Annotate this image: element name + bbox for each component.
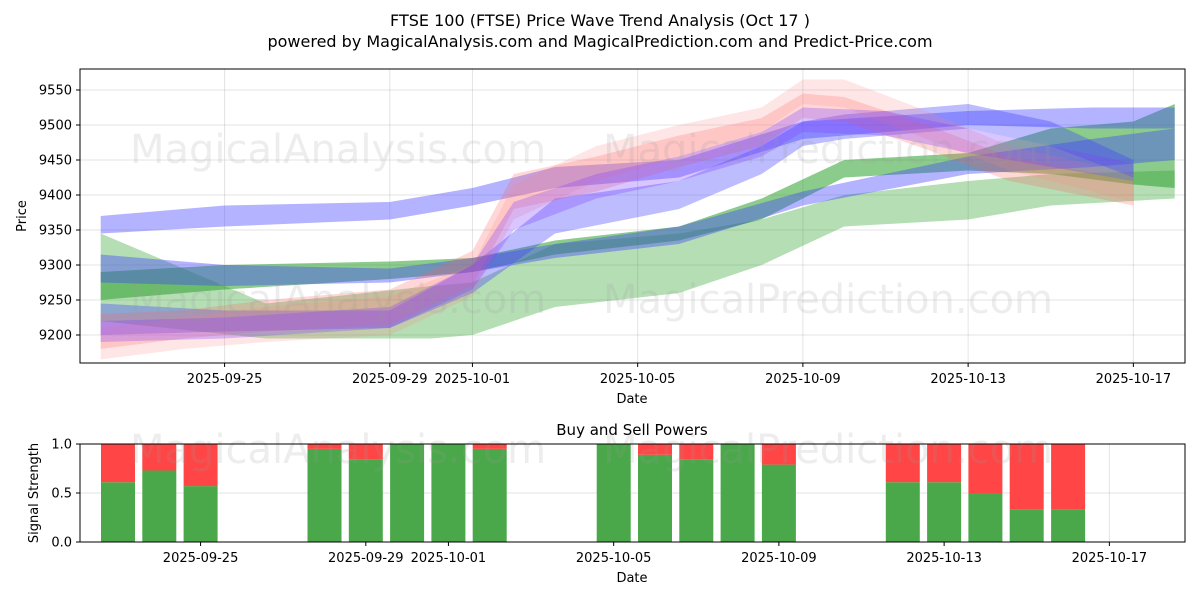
price-y-tick-label: 9500 <box>39 119 72 134</box>
price-y-tick-label: 9400 <box>39 189 72 204</box>
signal-y-ticks: 0.0 0.5 1.0 <box>51 438 80 551</box>
price-x-tick-label: 2025-10-05 <box>600 372 676 387</box>
sell-bar <box>1051 444 1086 510</box>
chart-title: FTSE 100 (FTSE) Price Wave Trend Analysi… <box>390 11 810 30</box>
price-band-4 <box>100 128 1175 286</box>
signal-chart: Buy and Sell Powers MagicalAnalysis.com … <box>27 421 1186 586</box>
price-bands <box>100 79 1175 360</box>
buy-bar <box>183 486 218 542</box>
price-x-tick-label: 2025-10-01 <box>435 372 511 387</box>
buy-bar <box>472 448 507 542</box>
signal-watermarks: MagicalAnalysis.com MagicalPrediction.co… <box>130 427 1053 473</box>
sell-bar <box>968 444 1003 493</box>
watermark-analysis-top: MagicalAnalysis.com <box>130 127 546 173</box>
price-y-tick-label: 9250 <box>39 294 72 309</box>
signal-x-tick-label: 2025-10-09 <box>741 551 817 566</box>
signal-y-label: Signal Strength <box>27 443 42 543</box>
signal-y-tick-label: 1.0 <box>51 438 72 453</box>
price-y-tick-label: 9300 <box>39 259 72 274</box>
signal-x-tick-label: 2025-09-25 <box>163 551 239 566</box>
price-band-5 <box>100 104 1134 335</box>
signal-x-ticks: 2025-09-25 2025-09-29 2025-10-01 2025-10-05… <box>163 542 1147 566</box>
buy-bar <box>761 464 796 542</box>
signal-x-tick-label: 2025-10-05 <box>576 551 652 566</box>
buy-bar <box>720 444 755 542</box>
signal-bars <box>101 444 1086 542</box>
price-watermarks: MagicalAnalysis.com MagicalPrediction.co… <box>130 127 1053 323</box>
price-chart: MagicalAnalysis.com MagicalPrediction.co… <box>15 68 1186 407</box>
price-band-2 <box>100 104 1175 300</box>
buy-bar <box>1009 509 1044 542</box>
price-y-ticks: 9200 9250 9300 9350 9400 9450 9500 9550 <box>39 84 80 344</box>
price-y-label: Price <box>15 200 30 232</box>
price-band-8 <box>100 107 1134 342</box>
price-grid <box>80 69 1185 363</box>
price-plot-frame <box>79 68 1186 364</box>
price-x-tick-label: 2025-10-17 <box>1096 372 1172 387</box>
sell-bar <box>348 444 383 460</box>
price-x-label: Date <box>616 392 647 407</box>
watermark-prediction-mid: MagicalPrediction.com <box>603 277 1053 323</box>
watermark-prediction-top: MagicalPrediction.com <box>603 127 1053 173</box>
buy-bar <box>927 482 962 542</box>
buy-bar <box>431 444 466 542</box>
buy-bar <box>968 493 1003 542</box>
signal-chart-title: Buy and Sell Powers <box>556 421 708 439</box>
signal-x-tick-label: 2025-10-17 <box>1072 551 1148 566</box>
price-band-6 <box>100 93 1134 349</box>
price-band-1 <box>100 170 1175 339</box>
price-x-tick-label: 2025-09-29 <box>352 372 428 387</box>
signal-x-tick-label: 2025-10-01 <box>411 551 487 566</box>
sell-bar <box>638 444 672 455</box>
buy-bar <box>348 459 383 542</box>
chart-subtitle: powered by MagicalAnalysis.com and Magic… <box>267 32 932 51</box>
buy-bar <box>101 482 135 542</box>
buy-bar <box>638 454 672 542</box>
price-y-tick-label: 9550 <box>39 84 72 99</box>
sell-bar <box>679 444 714 460</box>
price-y-tick-label: 9350 <box>39 224 72 239</box>
buy-bar <box>390 444 425 542</box>
signal-x-tick-label: 2025-10-13 <box>906 551 982 566</box>
buy-bar <box>679 459 714 542</box>
sell-bar <box>1009 444 1044 510</box>
sell-bar <box>761 444 796 465</box>
price-x-tick-label: 2025-10-13 <box>930 372 1006 387</box>
sell-bar <box>472 444 507 449</box>
sell-bar <box>101 444 135 483</box>
price-band-3 <box>100 107 1175 234</box>
signal-x-label: Date <box>616 571 647 586</box>
sell-bar <box>307 444 342 449</box>
price-x-tick-label: 2025-10-09 <box>765 372 841 387</box>
price-x-tick-label: 2025-09-25 <box>187 372 263 387</box>
price-y-tick-label: 9200 <box>39 329 72 344</box>
buy-bar <box>307 448 342 542</box>
sell-bar <box>142 444 177 471</box>
sell-bar <box>885 444 920 483</box>
buy-bar <box>885 482 920 542</box>
sell-bar <box>927 444 962 483</box>
price-x-ticks: 2025-09-25 2025-09-29 2025-10-01 2025-10-05… <box>187 363 1171 387</box>
signal-y-tick-label: 0.0 <box>51 536 72 551</box>
watermark-prediction-bottom: MagicalPrediction.com <box>603 427 1053 473</box>
signal-y-tick-label: 0.5 <box>51 487 72 502</box>
price-band-7 <box>100 79 1134 360</box>
signal-x-tick-label: 2025-09-29 <box>328 551 404 566</box>
watermark-analysis-mid: MagicalAnalysis.com <box>130 277 546 323</box>
buy-bar <box>142 470 177 542</box>
sell-bar <box>183 444 218 487</box>
watermark-analysis-bottom: MagicalAnalysis.com <box>130 427 546 473</box>
buy-bar <box>1051 509 1086 542</box>
price-y-tick-label: 9450 <box>39 154 72 169</box>
buy-bar <box>596 444 631 542</box>
